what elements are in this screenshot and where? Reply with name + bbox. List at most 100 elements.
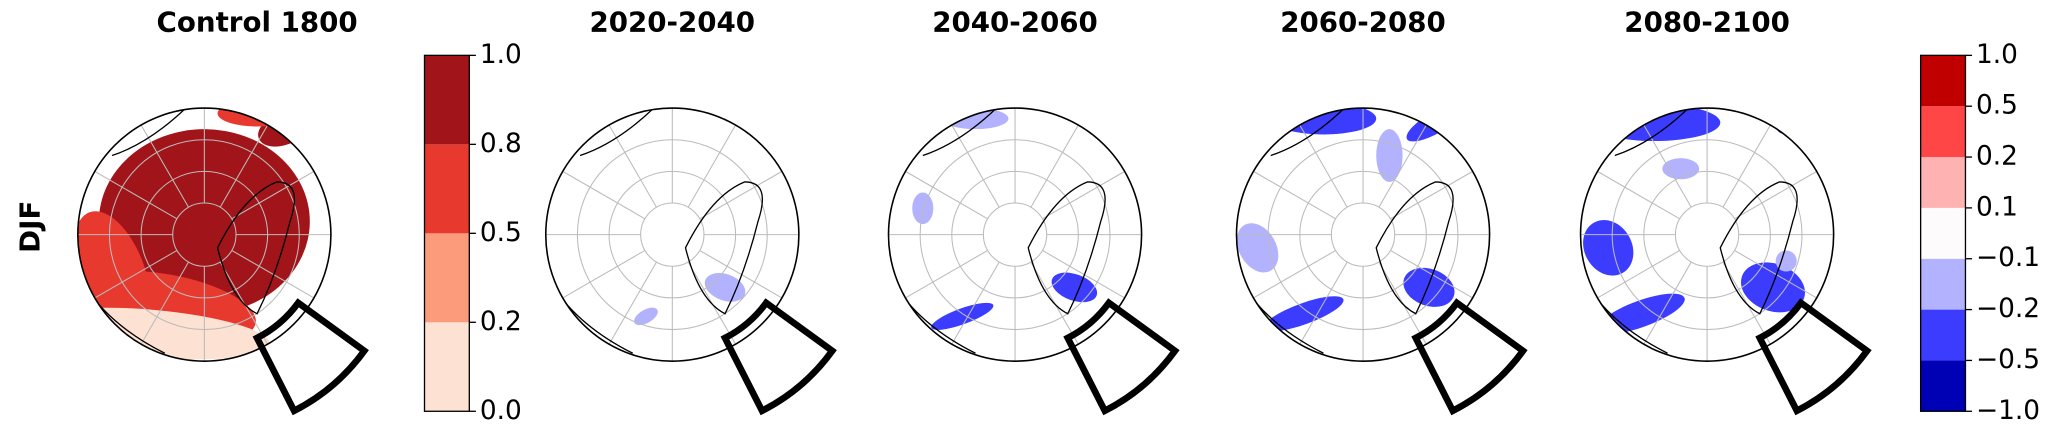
colorbar-tick-label: 0.2: [1976, 142, 2018, 172]
meridian-line: [608, 261, 657, 345]
map-boundary: [544, 107, 800, 362]
meridian-line: [1643, 124, 1692, 208]
meridian-line: [1643, 261, 1692, 345]
meridian-line: [608, 124, 657, 208]
meridian-line: [1299, 261, 1348, 345]
region-box: [1063, 298, 1180, 416]
meridian-line: [1042, 170, 1125, 220]
colorbar-frame: [1919, 54, 1967, 412]
meridian-line: [94, 249, 178, 299]
field-area: [98, 129, 310, 314]
colorbar-bin: [1920, 207, 1966, 259]
meridian-line: [140, 124, 190, 208]
colorbar-tick-label: −0.1: [1976, 243, 2040, 273]
meridian-line: [1597, 170, 1680, 220]
map-field: [1236, 108, 1490, 362]
map: [1579, 107, 1872, 416]
field-area: [704, 273, 746, 302]
colorbar-bin: [1920, 106, 1966, 158]
field-area: [1583, 220, 1634, 276]
colorbar-bin: [424, 144, 470, 234]
field-area: [1740, 262, 1806, 313]
latitude-line: [640, 202, 705, 267]
meridian-line: [699, 249, 783, 299]
colorbar-bin: [1920, 157, 1966, 208]
colorbar-tick-label: −0.5: [1976, 345, 2040, 375]
row-label: DJF: [14, 201, 47, 253]
colorbar-tick-label: 0.5: [480, 218, 522, 248]
field-area: [1662, 158, 1700, 180]
meridian-line: [562, 249, 646, 299]
panel-title: Control 1800: [157, 6, 358, 39]
latitude-line: [982, 202, 1048, 267]
meridian-line: [1030, 124, 1079, 208]
map: [544, 107, 837, 416]
coastline: [1719, 181, 1798, 315]
map: [73, 74, 369, 416]
map-field: [545, 108, 799, 362]
colorbar-tick-label: 0.5: [1976, 91, 2018, 121]
meridian-line: [231, 170, 315, 220]
colorbar-tick-label: 0.1: [1976, 192, 2018, 222]
region-box: [1411, 298, 1528, 416]
meridian-line: [1734, 249, 1817, 299]
meridian-line: [1722, 124, 1771, 208]
colorbar-tick-label: 0.2: [480, 307, 522, 337]
colorbar-bin: [1920, 55, 1966, 107]
field-area: [73, 74, 231, 100]
colorbar-tick-label: 1.0: [1976, 40, 2018, 70]
coastline: [1027, 181, 1106, 315]
meridian-line: [1390, 170, 1473, 220]
colorbar-bin: [424, 55, 470, 145]
field-area: [1403, 267, 1455, 307]
colorbar-bin: [424, 322, 470, 412]
field-area: [931, 302, 994, 330]
panel-title: 2080-2100: [1624, 6, 1790, 39]
meridian-line: [1734, 170, 1817, 220]
meridian-line: [951, 261, 1000, 345]
field-area: [1406, 108, 1465, 142]
panel-title: 2020-2040: [590, 6, 756, 39]
meridian-line: [1597, 249, 1680, 299]
meridian-line: [562, 170, 646, 220]
meridian-line: [905, 249, 988, 299]
field-area: [1051, 272, 1098, 303]
meridian-line: [140, 261, 190, 345]
map-field: [73, 74, 331, 362]
latitude-line: [1674, 202, 1740, 267]
latitude-line: [1330, 202, 1396, 267]
coastline: [684, 181, 763, 315]
coastline: [1375, 181, 1454, 315]
coastline: [895, 108, 1082, 354]
field-area: [1597, 293, 1685, 334]
colorbar-bin: [424, 233, 470, 323]
coastline: [1243, 108, 1430, 354]
field-area: [634, 307, 658, 326]
field-area: [1775, 250, 1797, 272]
map-boundary: [1235, 107, 1491, 362]
colorbar-tick-label: −1.0: [1976, 396, 2040, 426]
meridian-line: [231, 249, 315, 299]
map-field: [1580, 108, 1834, 362]
colorbar-bin: [1920, 360, 1966, 412]
map-boundary: [1579, 107, 1835, 362]
field-area: [217, 108, 297, 127]
meridian-line: [1253, 249, 1336, 299]
meridian-line: [1253, 170, 1336, 220]
region-box: [252, 298, 369, 416]
panel-title: 2040-2060: [932, 6, 1098, 39]
field-area: [912, 192, 934, 225]
field-area: [1775, 108, 1824, 136]
map-boundary: [77, 107, 332, 362]
colorbar-tick-label: 1.0: [480, 40, 522, 70]
meridian-line: [699, 170, 783, 220]
field-area: [1376, 129, 1403, 182]
meridian-line: [1378, 124, 1427, 208]
meridian-line: [1299, 124, 1348, 208]
meridian-line: [1042, 249, 1125, 299]
meridian-line: [219, 124, 269, 208]
map-boundary: [887, 107, 1143, 362]
coastline: [216, 181, 296, 315]
colorbar-tick-label: 0.0: [480, 396, 522, 426]
meridian-line: [905, 170, 988, 220]
